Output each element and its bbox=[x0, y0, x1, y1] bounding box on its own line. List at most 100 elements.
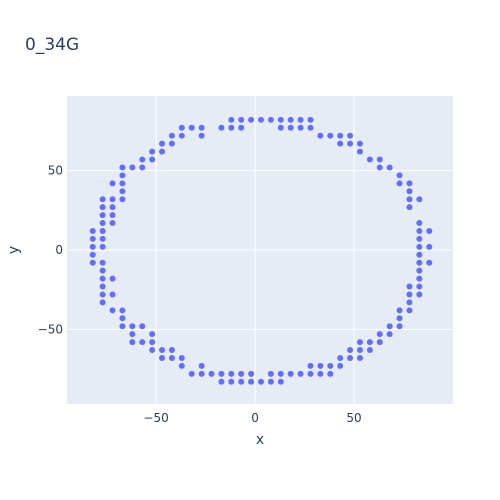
data-point bbox=[416, 251, 423, 258]
data-point bbox=[99, 227, 106, 234]
data-point bbox=[198, 370, 205, 377]
data-point bbox=[99, 259, 106, 266]
data-point bbox=[317, 362, 324, 369]
data-point bbox=[416, 220, 423, 227]
data-point bbox=[356, 148, 363, 155]
data-point bbox=[386, 331, 393, 338]
data-point bbox=[198, 124, 205, 131]
data-point bbox=[149, 347, 156, 354]
data-point bbox=[188, 370, 195, 377]
data-point bbox=[347, 132, 354, 139]
data-point bbox=[119, 172, 126, 179]
data-point bbox=[307, 116, 314, 123]
data-point bbox=[119, 164, 126, 171]
data-point bbox=[228, 116, 235, 123]
data-point bbox=[337, 140, 344, 147]
data-point bbox=[89, 251, 96, 258]
data-point bbox=[218, 124, 225, 131]
data-point bbox=[307, 362, 314, 369]
data-point bbox=[416, 196, 423, 203]
data-point bbox=[406, 188, 413, 195]
data-point bbox=[149, 156, 156, 163]
data-point bbox=[159, 140, 166, 147]
data-point bbox=[129, 339, 136, 346]
y-tick-label: 0 bbox=[55, 243, 63, 257]
data-point bbox=[356, 140, 363, 147]
data-point bbox=[238, 116, 245, 123]
data-point bbox=[406, 196, 413, 203]
data-point bbox=[119, 323, 126, 330]
data-point bbox=[89, 259, 96, 266]
data-point bbox=[139, 164, 146, 171]
data-point bbox=[386, 164, 393, 171]
data-point bbox=[277, 370, 284, 377]
data-point bbox=[277, 378, 284, 385]
data-point bbox=[356, 354, 363, 361]
data-point bbox=[129, 323, 136, 330]
data-point bbox=[406, 283, 413, 290]
data-point bbox=[396, 172, 403, 179]
data-point bbox=[188, 124, 195, 131]
data-point bbox=[366, 339, 373, 346]
data-point bbox=[99, 235, 106, 242]
data-point bbox=[287, 370, 294, 377]
data-point bbox=[347, 140, 354, 147]
y-tick-label: −50 bbox=[38, 322, 63, 336]
data-point bbox=[109, 196, 116, 203]
data-point bbox=[99, 275, 106, 282]
data-point bbox=[238, 370, 245, 377]
data-point bbox=[317, 132, 324, 139]
data-point bbox=[396, 180, 403, 187]
data-point bbox=[347, 354, 354, 361]
data-point bbox=[287, 124, 294, 131]
data-point bbox=[129, 164, 136, 171]
data-point bbox=[297, 370, 304, 377]
y-tick-label: 50 bbox=[48, 164, 63, 178]
data-point bbox=[109, 307, 116, 314]
data-point bbox=[218, 378, 225, 385]
data-point bbox=[99, 299, 106, 306]
tick-labels: −50 0 50 −50 0 50 bbox=[38, 164, 362, 425]
data-point bbox=[248, 378, 255, 385]
data-point bbox=[178, 354, 185, 361]
data-point bbox=[307, 124, 314, 131]
data-point bbox=[416, 259, 423, 266]
data-point bbox=[406, 299, 413, 306]
data-point bbox=[119, 180, 126, 187]
data-point bbox=[228, 370, 235, 377]
data-point bbox=[178, 132, 185, 139]
data-point bbox=[257, 378, 264, 385]
data-point bbox=[416, 243, 423, 250]
data-point bbox=[267, 370, 274, 377]
data-point bbox=[337, 132, 344, 139]
data-point bbox=[317, 370, 324, 377]
data-point bbox=[89, 235, 96, 242]
data-point bbox=[416, 235, 423, 242]
data-point bbox=[277, 124, 284, 131]
data-point bbox=[89, 243, 96, 250]
data-point bbox=[327, 362, 334, 369]
data-point bbox=[99, 212, 106, 219]
data-point bbox=[99, 243, 106, 250]
data-point bbox=[139, 339, 146, 346]
data-point bbox=[426, 259, 433, 266]
data-point bbox=[119, 307, 126, 314]
data-point bbox=[149, 331, 156, 338]
x-axis-title: x bbox=[256, 432, 264, 448]
data-point bbox=[99, 267, 106, 274]
data-point bbox=[159, 354, 166, 361]
data-point bbox=[119, 188, 126, 195]
data-point bbox=[159, 148, 166, 155]
data-point bbox=[416, 267, 423, 274]
data-point bbox=[396, 315, 403, 322]
data-point bbox=[406, 180, 413, 187]
chart-title: 0_34G bbox=[25, 35, 79, 55]
data-point bbox=[287, 116, 294, 123]
data-point bbox=[416, 283, 423, 290]
data-point bbox=[238, 124, 245, 131]
data-point bbox=[139, 156, 146, 163]
data-point bbox=[307, 370, 314, 377]
data-point bbox=[119, 315, 126, 322]
y-axis-title: y bbox=[6, 246, 22, 254]
